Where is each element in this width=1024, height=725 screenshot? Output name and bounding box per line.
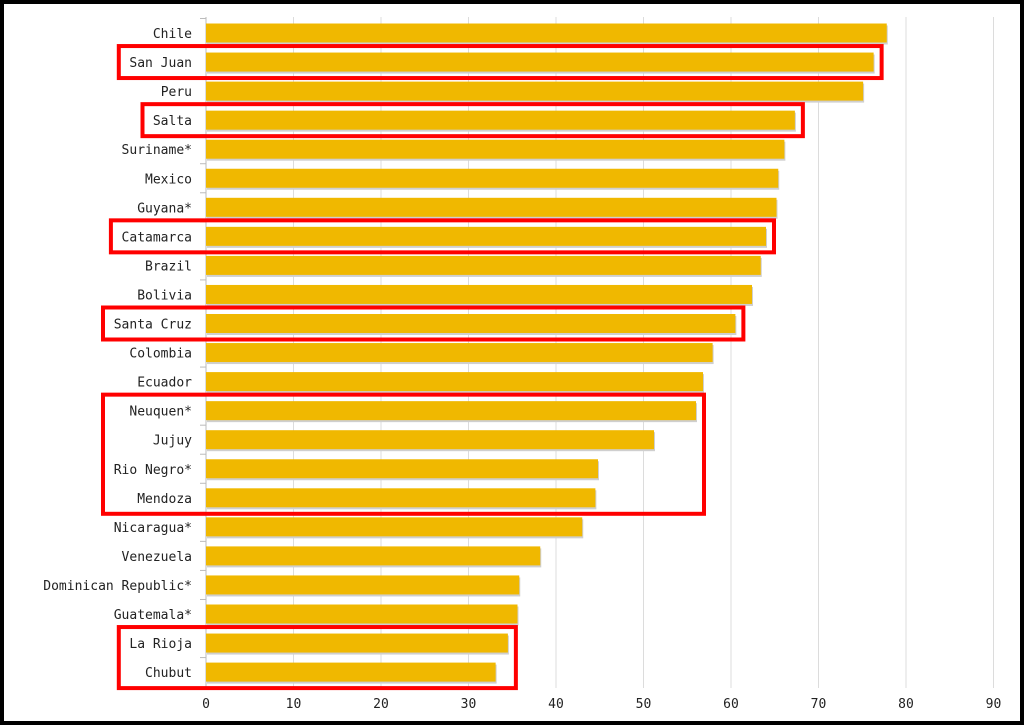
highlight-box bbox=[101, 305, 746, 342]
x-tick-label: 30 bbox=[461, 697, 477, 712]
bar bbox=[206, 488, 596, 508]
bar bbox=[206, 168, 779, 188]
bar bbox=[206, 52, 874, 72]
bar bbox=[206, 226, 766, 246]
category-label: Salta bbox=[153, 114, 192, 129]
category-label: Catamarca bbox=[122, 230, 192, 245]
category-label: Santa Cruz bbox=[114, 318, 192, 333]
category-label: Dominican Republic* bbox=[43, 579, 192, 594]
bar bbox=[206, 23, 887, 43]
category-label: Peru bbox=[161, 85, 192, 100]
x-tick-label: 70 bbox=[811, 697, 827, 712]
category-label: Mexico bbox=[145, 172, 192, 187]
bar bbox=[206, 372, 703, 392]
x-tick-label: 0 bbox=[202, 697, 210, 712]
bar bbox=[206, 517, 583, 537]
category-label: Venezuela bbox=[122, 550, 192, 565]
highlight-box bbox=[116, 625, 518, 691]
highlight-box bbox=[140, 102, 805, 139]
x-tick-label: 20 bbox=[373, 697, 389, 712]
category-label: Suriname* bbox=[122, 143, 192, 158]
bar bbox=[206, 662, 496, 682]
category-label: Chubut bbox=[145, 666, 192, 681]
highlight-box bbox=[108, 218, 776, 255]
bar bbox=[206, 604, 518, 624]
bar bbox=[206, 546, 541, 566]
category-label: Jujuy bbox=[153, 434, 192, 449]
bar bbox=[206, 633, 508, 653]
category-label: Brazil bbox=[145, 259, 192, 274]
x-tick-label: 10 bbox=[286, 697, 302, 712]
category-label: Ecuador bbox=[137, 376, 192, 391]
x-tick-label: 50 bbox=[636, 697, 652, 712]
bar bbox=[206, 197, 777, 217]
category-label: Rio Negro* bbox=[114, 463, 192, 478]
category-label: San Juan bbox=[129, 56, 192, 71]
x-tick-label: 90 bbox=[986, 697, 1002, 712]
bar bbox=[206, 401, 696, 421]
bar bbox=[206, 314, 736, 333]
highlight-box bbox=[116, 44, 884, 81]
bar bbox=[206, 459, 598, 479]
category-label: Bolivia bbox=[137, 288, 192, 303]
category-label: Nicaragua* bbox=[114, 521, 192, 536]
bar bbox=[206, 255, 761, 275]
category-label: Colombia bbox=[129, 347, 192, 362]
x-tick-label: 40 bbox=[548, 697, 564, 712]
category-label: Neuquen* bbox=[129, 405, 192, 420]
bar bbox=[206, 343, 713, 363]
bar bbox=[206, 81, 864, 101]
bar bbox=[206, 110, 795, 130]
category-label: Chile bbox=[153, 27, 192, 42]
category-label: Guatemala* bbox=[114, 608, 192, 623]
highlight-box bbox=[101, 392, 706, 516]
bar bbox=[206, 575, 520, 595]
bar bbox=[206, 284, 752, 304]
x-tick-label: 60 bbox=[723, 697, 739, 712]
category-label: Guyana* bbox=[137, 201, 192, 216]
bar bbox=[206, 430, 654, 450]
category-label: La Rioja bbox=[129, 637, 192, 652]
x-tick-label: 80 bbox=[898, 697, 914, 712]
category-label: Mendoza bbox=[137, 492, 192, 507]
bar bbox=[206, 139, 785, 159]
